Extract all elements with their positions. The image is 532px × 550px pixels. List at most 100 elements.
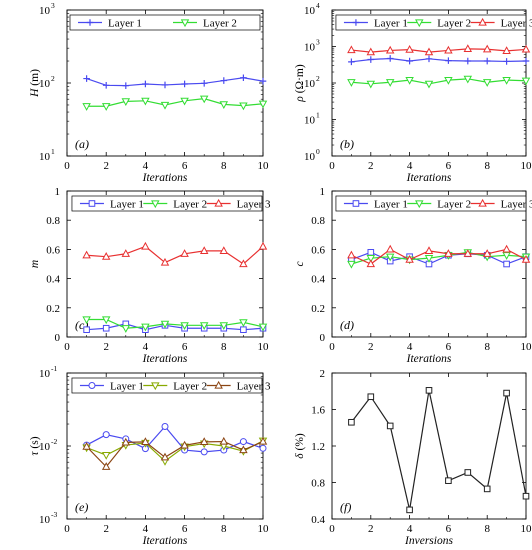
series-layer-1 <box>348 55 530 66</box>
x-tick-label: 6 <box>182 341 188 353</box>
y-tick-label: 1 <box>320 186 326 198</box>
data-point <box>102 431 110 439</box>
data-point <box>199 246 209 254</box>
panel-label: (d) <box>340 318 354 332</box>
chart-panel-d: 0 2 4 6 8 10 0 0.2 0.4 0.6 0.8 1 Iterations c (d) Layer… <box>294 186 532 365</box>
x-tick-label: 2 <box>368 523 374 535</box>
series-layer-3 <box>347 44 531 56</box>
data-point <box>239 445 248 454</box>
data-point <box>444 45 453 54</box>
chart-panel-f: 0 2 4 6 8 10 0.4 0.8 1.2 1.6 2 Inversions δ (%) (f) <box>294 368 532 547</box>
data-point <box>161 422 169 430</box>
x-tick-label: 4 <box>407 341 413 353</box>
panel-label: (b) <box>340 137 354 151</box>
legend-box <box>69 14 261 31</box>
y-tick-label: 0 <box>55 332 61 344</box>
data-point <box>101 316 111 325</box>
data-point <box>502 244 511 253</box>
y-tick-label-base: 10 <box>304 5 316 17</box>
data-point <box>463 44 473 52</box>
x-tick-label: 8 <box>484 160 490 172</box>
legend-label: Layer 3 <box>501 18 532 30</box>
data-point <box>385 79 395 87</box>
data-point <box>522 492 530 500</box>
data-point <box>425 55 433 63</box>
legend-swatch-marker <box>86 19 94 26</box>
legend-swatch-marker <box>352 19 360 26</box>
data-point <box>521 254 531 263</box>
y-tick-label-exponent: 3 <box>316 38 320 47</box>
x-tick-label: 10 <box>258 341 270 353</box>
y-tick-label: 10 <box>304 78 316 90</box>
data-point <box>199 322 209 330</box>
data-point <box>424 80 434 89</box>
series-layer-3 <box>82 436 268 470</box>
data-point <box>463 249 473 257</box>
legend-label: Layer 2 <box>173 381 207 393</box>
data-point <box>406 506 413 514</box>
y-tick-label: 0 <box>320 332 326 344</box>
legend-swatch-marker <box>478 198 487 207</box>
data-point <box>483 485 491 493</box>
y-tick-label: 10 <box>39 441 51 453</box>
series-line <box>86 323 264 331</box>
data-point <box>425 387 433 394</box>
legend-label: Layer 3 <box>501 199 532 211</box>
series-layer-1 <box>83 74 267 89</box>
data-point <box>502 252 511 260</box>
data-point <box>101 252 111 260</box>
x-tick-label: 0 <box>329 523 335 535</box>
legend-swatch-marker <box>180 19 190 28</box>
y-tick-label-exponent: -1 <box>51 364 57 373</box>
data-point <box>199 95 209 104</box>
data-point <box>259 77 267 85</box>
data-point <box>445 477 452 484</box>
data-point <box>483 57 491 65</box>
data-point <box>199 437 209 445</box>
legend-label: Layer 3 <box>237 199 271 211</box>
series-line <box>86 77 264 87</box>
legend-swatch-marker <box>88 200 96 207</box>
data-point <box>258 323 268 332</box>
data-point <box>181 80 188 88</box>
data-point <box>180 322 189 330</box>
x-axis-title: Iterations <box>142 353 188 365</box>
y-tick-label: 0.4 <box>46 274 60 286</box>
data-point <box>121 98 131 107</box>
data-point <box>463 75 473 84</box>
x-tick-label: 4 <box>143 160 149 172</box>
data-point <box>464 57 472 65</box>
y-axis-title: τ (s) <box>29 436 41 455</box>
series-line <box>351 48 527 53</box>
y-axis-title: H (m) <box>29 69 41 98</box>
data-point <box>405 254 414 263</box>
x-tick-label: 8 <box>221 160 227 172</box>
data-point <box>240 326 247 333</box>
data-point <box>444 249 453 257</box>
data-point <box>258 241 268 250</box>
x-tick-label: 0 <box>64 341 70 353</box>
y-tick-label: 10 <box>39 78 51 90</box>
y-tick-label: 1 <box>55 186 61 198</box>
x-tick-label: 0 <box>329 341 335 353</box>
data-point <box>521 44 531 53</box>
x-tick-label: 2 <box>103 160 109 172</box>
data-point <box>366 259 376 268</box>
series-line <box>86 440 264 462</box>
series-line <box>86 98 264 107</box>
data-point <box>239 102 248 111</box>
x-tick-label: 6 <box>446 341 452 353</box>
y-axis-title: c <box>294 261 306 266</box>
data-point <box>482 44 492 53</box>
y-tick-label: 10 <box>304 115 316 127</box>
data-point <box>239 259 248 268</box>
data-point <box>239 438 247 446</box>
y-tick-label: 0.4 <box>311 274 325 286</box>
y-tick-label-exponent: 2 <box>316 74 320 83</box>
series-line <box>86 245 264 265</box>
data-point <box>258 436 268 445</box>
